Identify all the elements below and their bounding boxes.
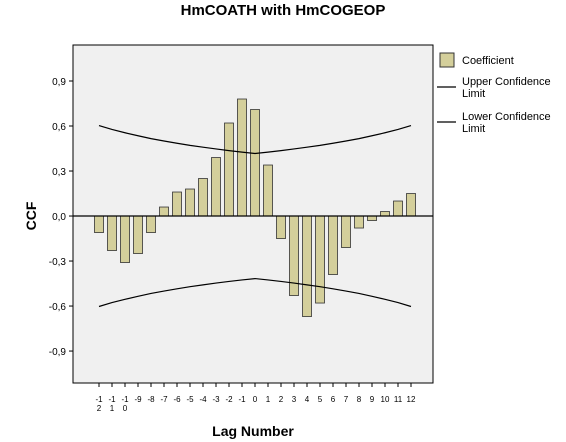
y-tick-label: -0,9 (49, 347, 67, 358)
legend-swatch (439, 52, 455, 68)
bar (237, 98, 247, 217)
y-axis-label: CCF (23, 201, 39, 230)
x-tick-label: -9 (134, 395, 142, 404)
y-tick-label: -0,6 (49, 302, 67, 313)
x-tick-label: -1 (238, 395, 246, 404)
bar (380, 211, 390, 217)
legend-label: Coefficient (462, 55, 514, 67)
x-tick-label: 9 (370, 395, 375, 404)
x-tick-label: -1 2 (95, 395, 103, 413)
bar (302, 215, 312, 317)
bar (406, 193, 416, 217)
y-tick-label: -0,3 (49, 257, 67, 268)
bar (250, 109, 260, 217)
x-tick-label: 11 (394, 395, 403, 404)
bar (393, 200, 403, 217)
x-tick-label: -5 (186, 395, 194, 404)
bar (263, 164, 273, 217)
x-tick-label: -8 (147, 395, 155, 404)
x-tick-label: 5 (318, 395, 323, 404)
x-axis-label: Lag Number (212, 423, 294, 439)
x-tick-label: -6 (173, 395, 181, 404)
bar (211, 157, 221, 217)
x-tick-label: 6 (331, 395, 336, 404)
x-tick-label: 2 (279, 395, 284, 404)
legend-label: Upper Confidence Limit (462, 76, 551, 100)
legend-label: Lower Confidence Limit (462, 111, 551, 135)
bar (341, 215, 351, 248)
y-tick-label: 0,3 (52, 167, 66, 178)
bar (120, 215, 130, 263)
bar (107, 215, 117, 251)
x-tick-label: 4 (305, 395, 310, 404)
x-tick-label: 1 (266, 395, 271, 404)
bar (133, 215, 143, 254)
bar (172, 191, 182, 217)
x-tick-label: 8 (357, 395, 362, 404)
bar (354, 215, 364, 229)
bar (367, 215, 377, 221)
bar (328, 215, 338, 275)
y-tick-label: 0,6 (52, 122, 66, 133)
x-tick-label: 10 (381, 395, 390, 404)
y-tick-label: 0,0 (52, 212, 66, 223)
bar (198, 178, 208, 217)
confidence-line (98, 277, 412, 308)
bar (276, 215, 286, 239)
x-tick-label: -7 (160, 395, 168, 404)
x-tick-label: -2 (225, 395, 233, 404)
x-tick-label: 3 (292, 395, 297, 404)
bar (159, 206, 169, 217)
bar (94, 215, 104, 233)
bar (185, 188, 195, 217)
x-tick-label: -3 (212, 395, 220, 404)
y-tick-label: 0,9 (52, 77, 66, 88)
x-tick-label: 12 (407, 395, 416, 404)
x-tick-label: 7 (344, 395, 349, 404)
bar (315, 215, 325, 304)
x-tick-label: 0 (253, 395, 258, 404)
bar (146, 215, 156, 233)
x-tick-label: -1 0 (121, 395, 129, 413)
bar (224, 122, 234, 217)
x-tick-label: -4 (199, 395, 207, 404)
chart-title: HmCOATH with HmCOGEOP (181, 2, 386, 19)
confidence-line (98, 124, 412, 155)
x-tick-label: -1 1 (108, 395, 116, 413)
